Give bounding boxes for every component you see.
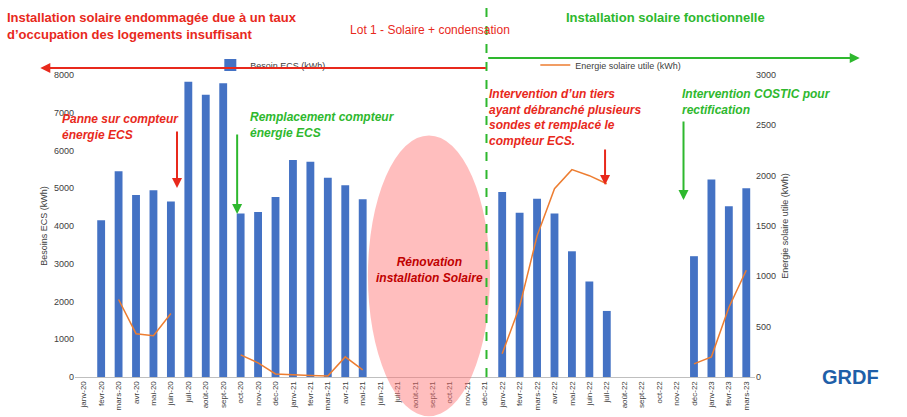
svg-text:4000: 4000 [54, 221, 74, 231]
svg-text:0: 0 [756, 372, 761, 382]
svg-text:Energie solaire utile (kWh): Energie solaire utile (kWh) [780, 173, 790, 279]
svg-text:mai-20: mai-20 [149, 381, 158, 406]
svg-text:2000: 2000 [756, 171, 776, 181]
svg-text:500: 500 [756, 322, 771, 332]
svg-text:mars-21: mars-21 [323, 381, 332, 411]
svg-text:juin-22: juin-22 [585, 381, 594, 407]
svg-text:sept-21: sept-21 [428, 381, 437, 408]
svg-text:avr-20: avr-20 [132, 381, 141, 404]
svg-text:déc-21: déc-21 [480, 381, 489, 406]
svg-text:Remplacement compteurénergie E: Remplacement compteurénergie ECS [250, 110, 395, 140]
svg-text:2500: 2500 [756, 120, 776, 130]
svg-text:Besoins ECS (kWh): Besoins ECS (kWh) [39, 186, 49, 266]
svg-text:août-22: août-22 [620, 381, 629, 409]
svg-text:oct-21: oct-21 [445, 381, 454, 404]
svg-text:1000: 1000 [756, 271, 776, 281]
svg-text:8000: 8000 [54, 70, 74, 80]
svg-text:févr-21: févr-21 [306, 381, 315, 406]
svg-text:avr-22: avr-22 [550, 381, 559, 404]
svg-text:sept-20: sept-20 [219, 381, 228, 408]
svg-text:janv-20: janv-20 [79, 381, 88, 409]
svg-text:avr-21: avr-21 [341, 381, 350, 404]
svg-text:Installation solaire fonctionn: Installation solaire fonctionnelle [566, 10, 765, 25]
svg-text:juil-21: juil-21 [393, 381, 402, 404]
svg-text:mai-21: mai-21 [358, 381, 367, 406]
svg-text:7000: 7000 [54, 108, 74, 118]
svg-text:sept-22: sept-22 [637, 381, 646, 408]
svg-text:oct-20: oct-20 [236, 381, 245, 404]
svg-text:janv-23: janv-23 [707, 381, 716, 409]
svg-text:GRDF: GRDF [822, 366, 879, 388]
svg-text:mai-22: mai-22 [568, 381, 577, 406]
svg-text:juil-22: juil-22 [602, 381, 611, 404]
svg-text:oct-22: oct-22 [655, 381, 664, 404]
svg-text:0: 0 [69, 372, 74, 382]
svg-text:nov-21: nov-21 [463, 381, 472, 406]
svg-text:févr-20: févr-20 [97, 381, 106, 406]
svg-text:6000: 6000 [54, 146, 74, 156]
svg-text:août-21: août-21 [411, 381, 420, 409]
svg-text:févr-22: févr-22 [515, 381, 524, 406]
svg-text:juin-20: juin-20 [167, 381, 176, 407]
svg-text:févr-23: févr-23 [724, 381, 733, 406]
svg-text:janv-21: janv-21 [289, 381, 298, 409]
svg-text:3000: 3000 [54, 259, 74, 269]
svg-text:déc-20: déc-20 [271, 381, 280, 406]
svg-text:août-20: août-20 [201, 381, 210, 409]
svg-text:nov-22: nov-22 [672, 381, 681, 406]
svg-text:3000: 3000 [756, 70, 776, 80]
svg-text:Lot 1 - Solaire + condensation: Lot 1 - Solaire + condensation [350, 23, 510, 37]
svg-text:déc-22: déc-22 [690, 381, 699, 406]
svg-text:Energie solaire utile (kWh): Energie solaire utile (kWh) [575, 61, 681, 71]
svg-text:mars-22: mars-22 [533, 381, 542, 411]
svg-text:1000: 1000 [54, 334, 74, 344]
svg-text:Installation solaire endommagé: Installation solaire endommagée due à un… [7, 10, 297, 42]
svg-text:Panne sur compteurénergie ECS: Panne sur compteurénergie ECS [62, 112, 179, 142]
svg-text:mars-20: mars-20 [114, 381, 123, 411]
svg-text:2000: 2000 [54, 297, 74, 307]
svg-text:nov-20: nov-20 [254, 381, 263, 406]
svg-text:Besoin ECS (kWh): Besoin ECS (kWh) [250, 61, 325, 71]
svg-text:Rénovationinstallation Solaire: Rénovationinstallation Solaire [376, 255, 483, 285]
svg-text:juin-21: juin-21 [376, 381, 385, 407]
svg-text:5000: 5000 [54, 183, 74, 193]
svg-text:1500: 1500 [756, 221, 776, 231]
svg-text:Intervention d’un tiersayant d: Intervention d’un tiersayant débranché p… [489, 87, 641, 148]
svg-text:Intervention COSTIC pourrectif: Intervention COSTIC pourrectification [682, 87, 831, 117]
svg-text:mars-23: mars-23 [742, 381, 751, 411]
svg-text:juil-20: juil-20 [184, 381, 193, 404]
svg-text:janv-22: janv-22 [498, 381, 507, 409]
